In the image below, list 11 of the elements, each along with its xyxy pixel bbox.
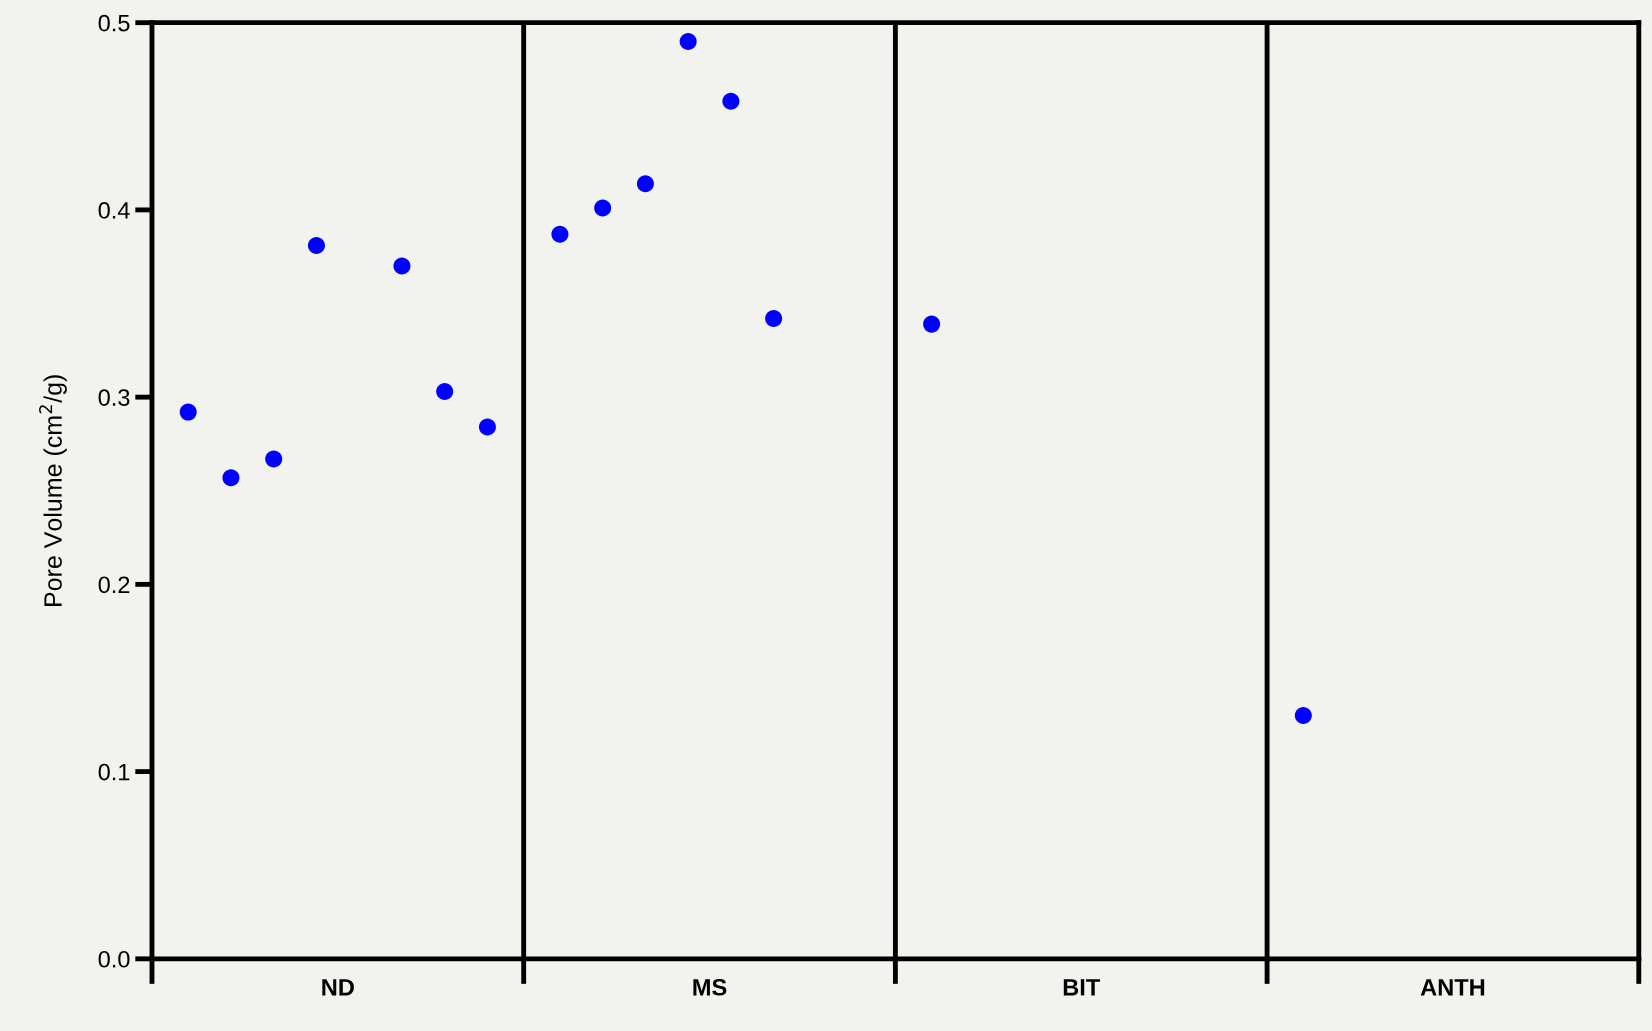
- y-tick-label: 0.5: [98, 14, 130, 32]
- y-tick-label: 0.4: [98, 201, 130, 219]
- x-tick-label: BIT: [1063, 979, 1100, 996]
- y-tick-label: 0.3: [98, 389, 130, 406]
- x-tick-label: MS: [693, 978, 727, 996]
- x-tick-label: ND: [322, 979, 354, 996]
- y-tick-label: 0.0: [98, 950, 130, 968]
- y-axis-title: Pore Volume (cm$^{2}$/g): [39, 375, 67, 606]
- y-tick-label: 0.1: [98, 763, 130, 781]
- x-tick-label: ANTH: [1420, 979, 1485, 996]
- y-tick-label: 0.2: [98, 576, 130, 594]
